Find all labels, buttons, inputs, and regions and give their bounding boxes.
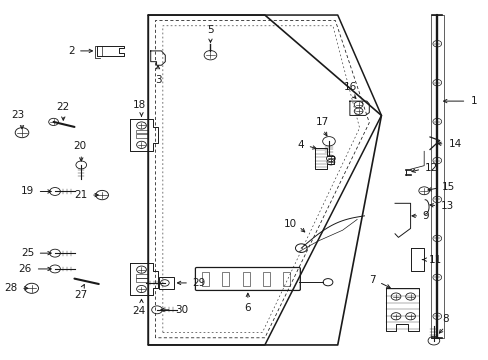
Bar xyxy=(263,272,269,286)
Text: 2: 2 xyxy=(68,46,74,56)
Bar xyxy=(135,274,147,278)
Text: 27: 27 xyxy=(75,291,88,301)
Text: 25: 25 xyxy=(21,248,34,258)
Text: 29: 29 xyxy=(192,278,205,288)
Bar xyxy=(242,272,249,286)
Text: 21: 21 xyxy=(74,190,87,200)
Text: 20: 20 xyxy=(73,141,86,151)
Text: 7: 7 xyxy=(368,275,375,285)
Bar xyxy=(135,130,147,134)
Text: 6: 6 xyxy=(244,303,251,313)
Text: 13: 13 xyxy=(440,201,453,211)
Bar xyxy=(429,15,443,338)
Text: 28: 28 xyxy=(4,283,17,293)
Text: 10: 10 xyxy=(283,219,296,229)
Text: 24: 24 xyxy=(132,306,145,316)
Bar xyxy=(135,134,147,138)
Text: 22: 22 xyxy=(57,102,70,112)
Text: 11: 11 xyxy=(428,255,441,265)
Bar xyxy=(283,272,289,286)
Text: 30: 30 xyxy=(175,305,188,315)
Bar xyxy=(222,272,229,286)
Bar xyxy=(135,278,147,282)
Text: 4: 4 xyxy=(297,140,304,150)
Text: 5: 5 xyxy=(207,26,213,36)
Text: 16: 16 xyxy=(344,82,357,92)
Text: 26: 26 xyxy=(19,264,32,274)
Text: 8: 8 xyxy=(441,314,448,324)
Bar xyxy=(202,272,208,286)
Text: 19: 19 xyxy=(21,186,34,197)
Text: 12: 12 xyxy=(424,163,438,173)
Text: 3: 3 xyxy=(154,75,161,85)
Text: 9: 9 xyxy=(421,211,428,221)
Text: 17: 17 xyxy=(315,117,328,127)
Text: 18: 18 xyxy=(133,100,146,110)
Bar xyxy=(159,277,173,289)
Text: 14: 14 xyxy=(447,139,461,149)
Text: 15: 15 xyxy=(441,182,454,192)
Text: 23: 23 xyxy=(12,110,25,120)
Text: 1: 1 xyxy=(469,96,476,106)
